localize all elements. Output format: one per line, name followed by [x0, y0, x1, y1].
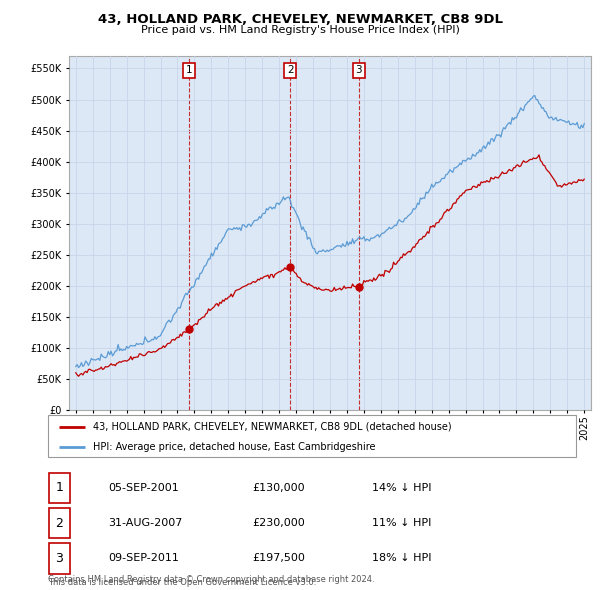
Text: 43, HOLLAND PARK, CHEVELEY, NEWMARKET, CB8 9DL: 43, HOLLAND PARK, CHEVELEY, NEWMARKET, C…	[97, 13, 503, 26]
Text: 1: 1	[55, 481, 64, 494]
Text: 09-SEP-2011: 09-SEP-2011	[108, 553, 179, 563]
Text: 14% ↓ HPI: 14% ↓ HPI	[372, 483, 431, 493]
Text: 2: 2	[287, 65, 293, 75]
FancyBboxPatch shape	[48, 415, 576, 457]
Text: 2: 2	[55, 516, 64, 530]
FancyBboxPatch shape	[49, 543, 70, 573]
Text: 31-AUG-2007: 31-AUG-2007	[108, 518, 182, 528]
Text: HPI: Average price, detached house, East Cambridgeshire: HPI: Average price, detached house, East…	[93, 442, 376, 451]
Text: £197,500: £197,500	[252, 553, 305, 563]
Text: This data is licensed under the Open Government Licence v3.0.: This data is licensed under the Open Gov…	[48, 578, 316, 587]
Text: £130,000: £130,000	[252, 483, 305, 493]
Text: 18% ↓ HPI: 18% ↓ HPI	[372, 553, 431, 563]
Text: Contains HM Land Registry data © Crown copyright and database right 2024.: Contains HM Land Registry data © Crown c…	[48, 575, 374, 584]
Text: £230,000: £230,000	[252, 518, 305, 528]
Text: 11% ↓ HPI: 11% ↓ HPI	[372, 518, 431, 528]
FancyBboxPatch shape	[49, 473, 70, 503]
Text: 43, HOLLAND PARK, CHEVELEY, NEWMARKET, CB8 9DL (detached house): 43, HOLLAND PARK, CHEVELEY, NEWMARKET, C…	[93, 422, 452, 432]
FancyBboxPatch shape	[49, 508, 70, 538]
Text: Price paid vs. HM Land Registry's House Price Index (HPI): Price paid vs. HM Land Registry's House …	[140, 25, 460, 35]
Text: 3: 3	[355, 65, 362, 75]
Text: 3: 3	[55, 552, 64, 565]
Text: 05-SEP-2001: 05-SEP-2001	[108, 483, 179, 493]
Text: 1: 1	[185, 65, 192, 75]
